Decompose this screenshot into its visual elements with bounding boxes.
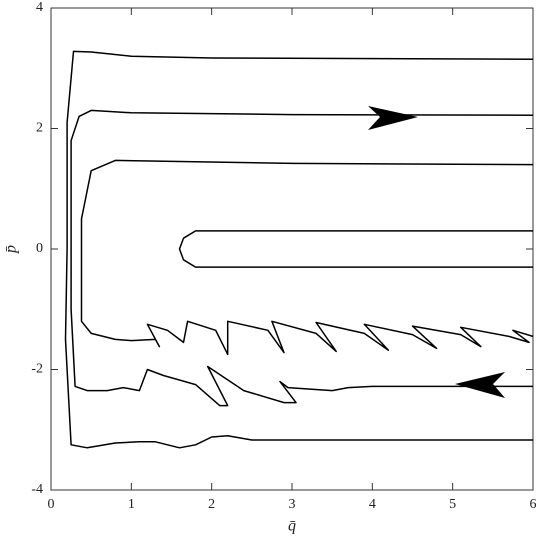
x-tick-label: 3 <box>289 497 296 512</box>
y-axis-label: p̄ <box>3 245 20 254</box>
contour-line <box>70 109 534 407</box>
x-tick-label: 6 <box>530 497 537 512</box>
y-tick-label: 4 <box>36 0 43 15</box>
x-tick-label: 5 <box>449 497 456 512</box>
y-tick-label: 0 <box>36 241 43 256</box>
x-tick-label: 4 <box>369 497 376 512</box>
direction-arrow <box>368 106 418 130</box>
x-tick-label: 1 <box>128 497 135 512</box>
x-axis-label: q̄ <box>288 518 296 535</box>
direction-arrow <box>455 372 505 398</box>
y-tick-label: 2 <box>36 121 43 136</box>
plot-frame <box>50 7 534 491</box>
x-tick-label: 0 <box>48 497 55 512</box>
contour-line <box>178 230 533 268</box>
y-tick-label: -2 <box>31 362 43 377</box>
y-tick-label: -4 <box>31 482 43 497</box>
contour-line <box>80 159 534 356</box>
x-tick-label: 2 <box>208 497 215 512</box>
contour-line <box>64 50 534 449</box>
